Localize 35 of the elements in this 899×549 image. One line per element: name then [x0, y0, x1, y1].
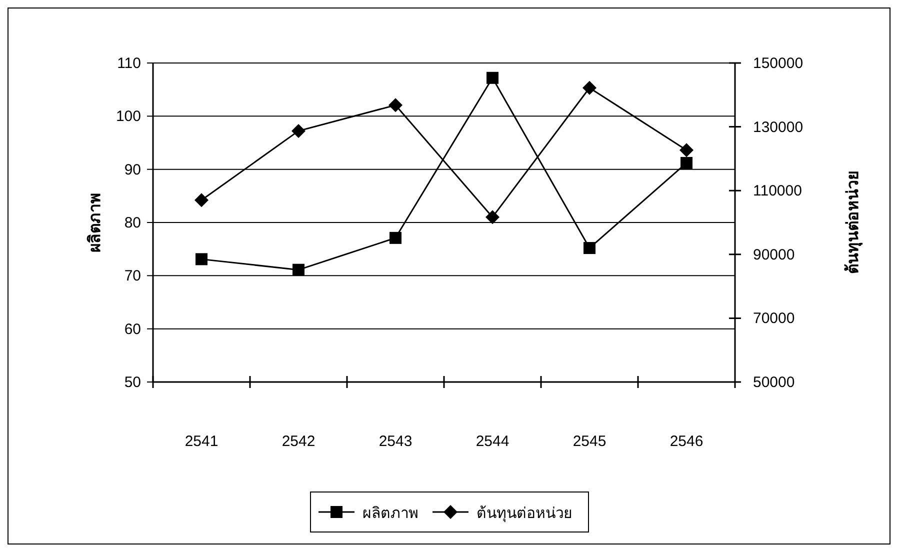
x-tick-label: 2544 — [476, 433, 510, 450]
y-axis-title: ผลิตภาพ — [86, 192, 104, 252]
point — [390, 232, 402, 244]
x-tick-label: 2541 — [184, 433, 218, 450]
y-tick-label: 50 — [124, 374, 141, 391]
y2-tick-label: 70000 — [753, 310, 795, 328]
y2-tick-label: 110000 — [753, 182, 802, 200]
y2-tick-label: 50000 — [753, 374, 795, 391]
point — [292, 264, 304, 276]
legend-label: ผลิตภาพ — [362, 505, 418, 522]
y-tick-label: 110 — [117, 55, 141, 72]
point — [292, 124, 306, 138]
point — [680, 156, 692, 169]
y-tick-label: 80 — [124, 214, 141, 232]
x-tick-label: 2542 — [282, 433, 316, 450]
legend-label: ต้นทุนต่อหน่วย — [476, 505, 572, 523]
y2-tick-label: 130000 — [753, 118, 804, 136]
x-tick-label: 2546 — [670, 433, 704, 450]
y-tick-label: 100 — [116, 108, 141, 126]
y2-tick-label: 150000 — [753, 55, 804, 72]
point — [680, 143, 694, 158]
y2-tick-label: 90000 — [753, 246, 795, 264]
point — [582, 80, 596, 95]
point — [388, 98, 402, 112]
x-tick-label: 2543 — [378, 433, 412, 450]
point — [584, 242, 596, 254]
x-tick-label: 2545 — [572, 433, 606, 450]
y2-axis-title: ต้นทุนต่อหน่วย — [844, 171, 863, 274]
point — [194, 193, 208, 208]
y-tick-label: 70 — [124, 268, 141, 285]
y-tick-label: 90 — [124, 161, 141, 178]
point — [196, 253, 208, 266]
y-tick-label: 60 — [124, 320, 141, 338]
point — [486, 72, 498, 84]
point — [486, 210, 500, 224]
